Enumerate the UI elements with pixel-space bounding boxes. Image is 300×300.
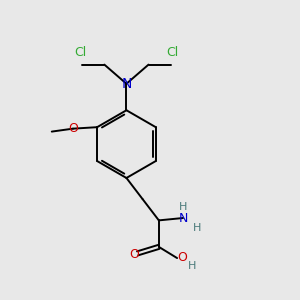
Text: H: H xyxy=(192,223,201,233)
Text: O: O xyxy=(178,251,188,264)
Text: O: O xyxy=(68,122,78,135)
Text: Cl: Cl xyxy=(166,46,178,59)
Text: H: H xyxy=(179,202,187,212)
Text: N: N xyxy=(178,212,188,224)
Text: O: O xyxy=(129,248,139,261)
Text: N: N xyxy=(121,77,132,91)
Text: H: H xyxy=(188,261,197,271)
Text: Cl: Cl xyxy=(75,46,87,59)
